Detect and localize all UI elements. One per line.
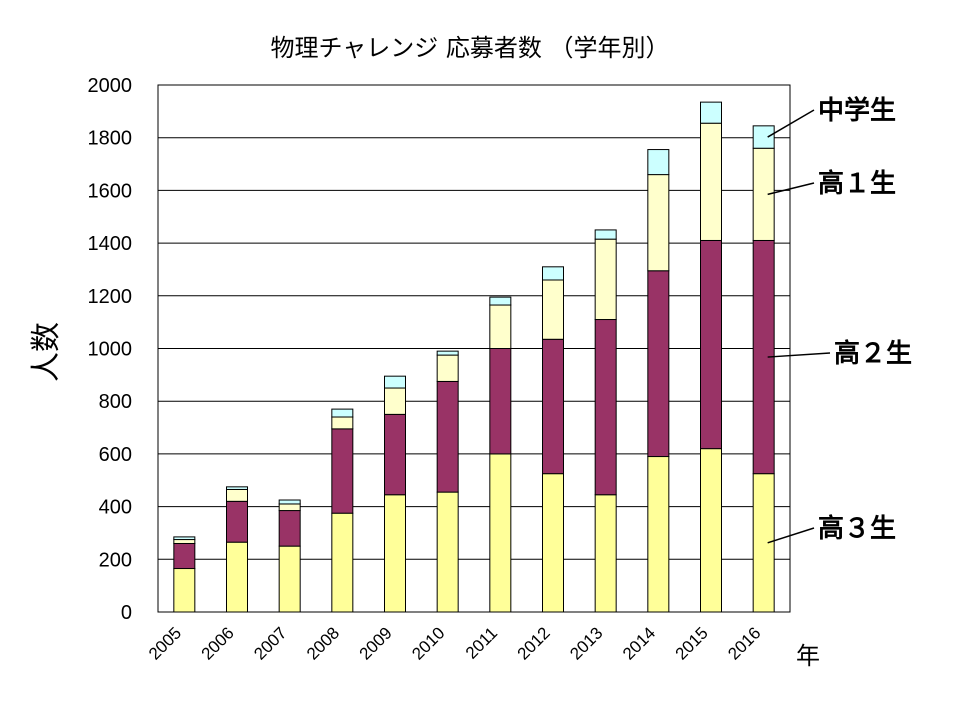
bar-segment [647,456,670,613]
x-tick-label: 2011 [462,623,501,662]
bar-segment [331,428,354,514]
bar-segment [278,503,301,512]
bar-segment [226,488,248,502]
x-tick-label: 2010 [408,623,448,663]
legend-label: 高２生 [834,338,912,369]
bar-segment [278,499,301,505]
x-tick-label: 2008 [303,623,343,663]
y-tick-label: 1600 [88,180,133,202]
y-tick-label: 0 [121,602,132,624]
x-axis-unit: 年 [796,642,820,670]
x-tick-label: 2009 [356,623,396,663]
y-tick-label: 200 [99,549,132,571]
bar-segment [226,500,248,543]
bar-segment [278,510,301,547]
x-tick-label: 2016 [724,623,764,663]
bar-segment [752,147,775,241]
y-tick-label: 600 [99,444,132,466]
bar-segment [700,239,722,450]
legend-label: 中学生 [818,95,896,126]
bar-segment [647,270,670,458]
bar-segment [436,350,459,356]
bar-segment [173,536,196,541]
x-tick-label: 2005 [145,623,185,663]
bar-segment [489,296,512,306]
legend-leader-line [767,109,815,138]
x-tick-label: 2006 [198,623,238,663]
bar-segment [331,408,354,418]
bar-segment [647,174,670,272]
bar-segment [647,149,670,176]
y-tick-label: 1000 [88,339,133,361]
bar-segment [384,375,406,389]
bar-segment [752,125,775,149]
bar-segment [542,473,564,613]
bar-segment [489,348,512,455]
bar-segment [436,380,459,493]
bar-segment [331,512,354,613]
y-tick-label: 1800 [88,128,133,150]
y-tick-label: 800 [99,391,132,413]
x-tick-label: 2012 [514,623,554,663]
y-tick-label: 2000 [88,75,133,97]
bar-segment [331,416,354,430]
legend-leader-line [767,182,815,196]
y-tick-label: 1200 [88,286,133,308]
legend-label: 高１生 [818,168,896,199]
bar-segment [542,338,564,475]
bar-segment [542,279,564,340]
bar-segment [700,101,722,124]
legend-leader-line [767,527,815,544]
legend-label: 高３生 [818,513,896,544]
bar-segment [173,568,196,613]
bar-segment [173,539,196,544]
x-tick-label: 2014 [619,623,659,663]
bar-segment [226,486,248,490]
bar-segment [436,354,459,382]
bar-segment [594,229,617,240]
plot-area: 0 200 400 600 800 1000 1200 1400 1600 1800 2000 200… [88,75,913,664]
bar-segment [384,387,406,415]
chart-title: 物理チャレンジ 応募者数 （学年別） [270,34,669,62]
bar-segment [173,542,196,570]
bar-segment [226,541,248,613]
x-tick-label: 2015 [672,623,712,663]
y-tick-label: 400 [99,497,132,519]
bar-segment [489,453,512,613]
bar-segment [384,494,406,613]
bar-segment [594,494,617,613]
bar-segment [700,448,722,613]
bar-segment [436,491,459,613]
bar-segment [384,413,406,496]
bar-segment [594,238,617,321]
y-axis-label: 人数 [29,322,64,382]
x-tick-label: 2013 [566,623,606,663]
bar-segment [700,122,722,241]
bar-segment [489,304,512,349]
bar-segment [752,473,775,613]
bar-segment [278,545,301,613]
bar-segment [594,319,617,496]
y-tick-label: 1400 [88,233,133,255]
x-tick-label: 2007 [250,623,290,663]
legend-leader-line [767,352,831,358]
bar-segment [542,266,564,281]
